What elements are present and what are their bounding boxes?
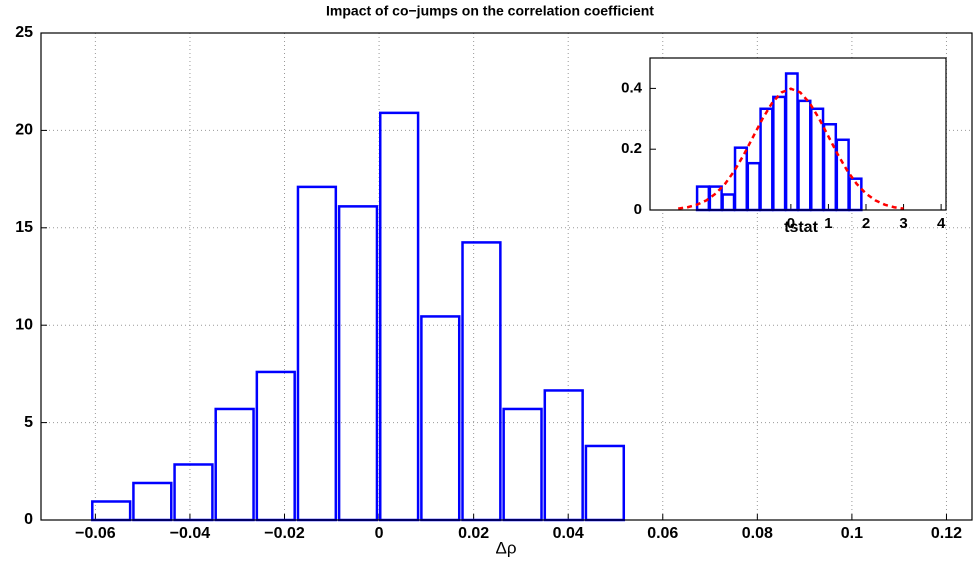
x-tick-label: 0.06 <box>647 525 678 542</box>
x-tick-label: 0.1 <box>841 525 863 542</box>
x-tick-label: 0.02 <box>458 525 489 542</box>
histogram-bar <box>584 444 626 522</box>
x-tick-label: 0 <box>787 215 795 232</box>
x-tick-label: 2 <box>862 215 870 232</box>
y-tick-label: 0 <box>634 201 642 218</box>
histogram-bar <box>255 370 296 522</box>
chart-title: Impact of co−jumps on the correlation co… <box>326 3 654 19</box>
x-tick-label: −0.04 <box>170 525 211 542</box>
x-axis-label: Δρ <box>495 538 516 557</box>
x-tick-label: 0.04 <box>553 525 584 542</box>
x-tick-label: −0.02 <box>264 525 305 542</box>
y-tick-label: 0 <box>24 511 33 528</box>
histogram-bar <box>91 500 132 522</box>
y-tick-label: 20 <box>15 122 33 139</box>
histogram-bar <box>214 407 255 522</box>
y-tick-label: 0.2 <box>621 140 642 157</box>
x-tick-label: 3 <box>899 215 907 232</box>
y-tick-label: 15 <box>15 219 33 236</box>
y-tick-label: 25 <box>15 24 33 41</box>
plot-frame <box>649 57 947 211</box>
x-tick-label: 0.12 <box>931 525 962 542</box>
y-tick-label: 0.4 <box>621 79 643 96</box>
y-tick-label: 10 <box>15 316 33 333</box>
histogram-bar <box>543 389 584 522</box>
histogram-bar <box>296 185 338 522</box>
x-tick-label: 0 <box>375 525 384 542</box>
plot-frame <box>40 32 973 521</box>
x-tick-label: 1 <box>824 215 832 232</box>
y-tick-label: 5 <box>24 414 33 431</box>
histogram-bar <box>337 205 379 522</box>
x-tick-label: 4 <box>937 215 946 232</box>
fit-curve <box>677 87 904 210</box>
histogram-bar <box>378 111 420 522</box>
x-tick-label: 0.08 <box>742 525 773 542</box>
histogram-bar <box>461 241 502 522</box>
histogram-bar <box>502 407 543 522</box>
x-tick-label: −0.06 <box>75 525 116 542</box>
histogram-bar <box>173 463 214 522</box>
histogram-bar <box>132 481 173 522</box>
histogram-bar <box>420 315 461 522</box>
